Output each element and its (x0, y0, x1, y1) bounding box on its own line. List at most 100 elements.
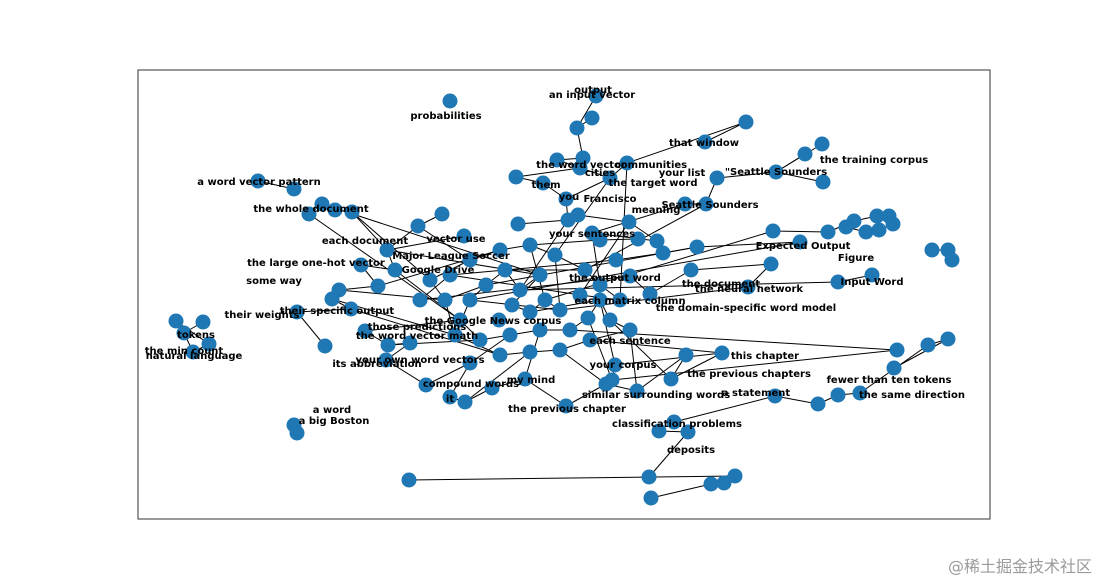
node-label: the word vector math (356, 331, 478, 342)
graph-edge (579, 221, 630, 296)
graph-node (830, 274, 846, 290)
graph-node (716, 475, 732, 491)
graph-node (492, 347, 508, 363)
node-label: a big Boston (299, 416, 370, 427)
graph-node (871, 222, 887, 238)
nodes-layer (168, 88, 960, 506)
graph-edge (425, 362, 471, 386)
graph-node (797, 146, 813, 162)
graph-node (924, 242, 940, 258)
node-label: Figure (838, 253, 874, 264)
graph-node (572, 287, 588, 303)
node-label: an input vector (549, 90, 635, 101)
graph-node (510, 216, 526, 232)
node-label: similar surrounding words (582, 390, 730, 401)
graph-node (738, 114, 754, 130)
graph-node (689, 239, 705, 255)
graph-node (714, 345, 730, 361)
graph-node (370, 278, 386, 294)
graph-edge (308, 213, 461, 321)
graph-node (607, 357, 623, 373)
graph-node (508, 169, 524, 185)
graph-node (289, 304, 305, 320)
graph-node (353, 257, 369, 273)
graph-node (619, 155, 635, 171)
graph-node (889, 342, 905, 358)
graph-node (442, 389, 458, 405)
graph-edge (589, 339, 723, 354)
graph-node (768, 164, 784, 180)
node-label: cities (585, 168, 615, 179)
graph-node (602, 170, 618, 186)
graph-edge (673, 395, 776, 423)
graph-node (592, 232, 608, 248)
graph-node (630, 231, 646, 247)
node-label: the target word (608, 178, 697, 189)
node-label: each sentence (589, 336, 671, 347)
graph-node (920, 337, 936, 353)
graph-node (858, 224, 874, 240)
graph-node (612, 292, 628, 308)
graph-node (491, 312, 507, 328)
graph-node (410, 218, 426, 234)
node-label: output (574, 85, 612, 96)
graph-node (522, 304, 538, 320)
node-label: the domain-specific word model (656, 303, 836, 314)
graph-edge (554, 254, 561, 311)
graph-node (584, 110, 600, 126)
graph-node (418, 377, 434, 393)
graph-node (442, 267, 458, 283)
graph-node (810, 396, 826, 412)
graph-node (185, 344, 201, 360)
graph-edge (614, 352, 723, 366)
graph-node (168, 313, 184, 329)
graph-node (869, 208, 885, 224)
graph-node (582, 332, 598, 348)
graph-node (176, 325, 192, 341)
graph-edge (611, 349, 898, 381)
graph-node (814, 136, 830, 152)
graph-edge (587, 317, 613, 381)
graph-node (629, 383, 645, 399)
graph-node (709, 170, 725, 186)
graph-edge (517, 219, 569, 225)
graph-node (558, 398, 574, 414)
graph-node (512, 282, 528, 298)
graph-node (402, 335, 418, 351)
graph-node (532, 322, 548, 338)
graph-edge (469, 334, 511, 364)
graph-node (457, 394, 473, 410)
graph-node (535, 175, 551, 191)
node-label: meaning (632, 205, 681, 216)
node-label: the previous chapters (687, 369, 811, 380)
graph-node (642, 286, 658, 302)
graph-edge (519, 281, 839, 291)
graph-node (852, 385, 868, 401)
graph-node (434, 206, 450, 222)
node-label: Major League Soccer (392, 251, 510, 262)
graph-node (678, 347, 694, 363)
graph-edge (449, 259, 617, 276)
graph-node (886, 360, 902, 376)
node-label: your own word vectors (355, 355, 484, 366)
graph-node (344, 204, 360, 220)
graph-node (641, 469, 657, 485)
graph-node (727, 468, 743, 484)
graph-node (478, 277, 494, 293)
graph-node (558, 191, 574, 207)
graph-edge (519, 219, 569, 291)
graph-node (580, 310, 596, 326)
graph-node (577, 262, 593, 278)
graph-node (592, 292, 608, 308)
graph-node (201, 336, 217, 352)
graph-edge (584, 203, 707, 271)
node-label: them (531, 180, 560, 191)
node-label: my mind (507, 375, 556, 386)
graph-node (677, 196, 693, 212)
node-label: the min count (145, 346, 224, 357)
node-label: each matrix column (574, 296, 685, 307)
graph-edge (351, 211, 388, 251)
node-label: a word (313, 405, 351, 416)
node-label: the document (682, 279, 761, 290)
